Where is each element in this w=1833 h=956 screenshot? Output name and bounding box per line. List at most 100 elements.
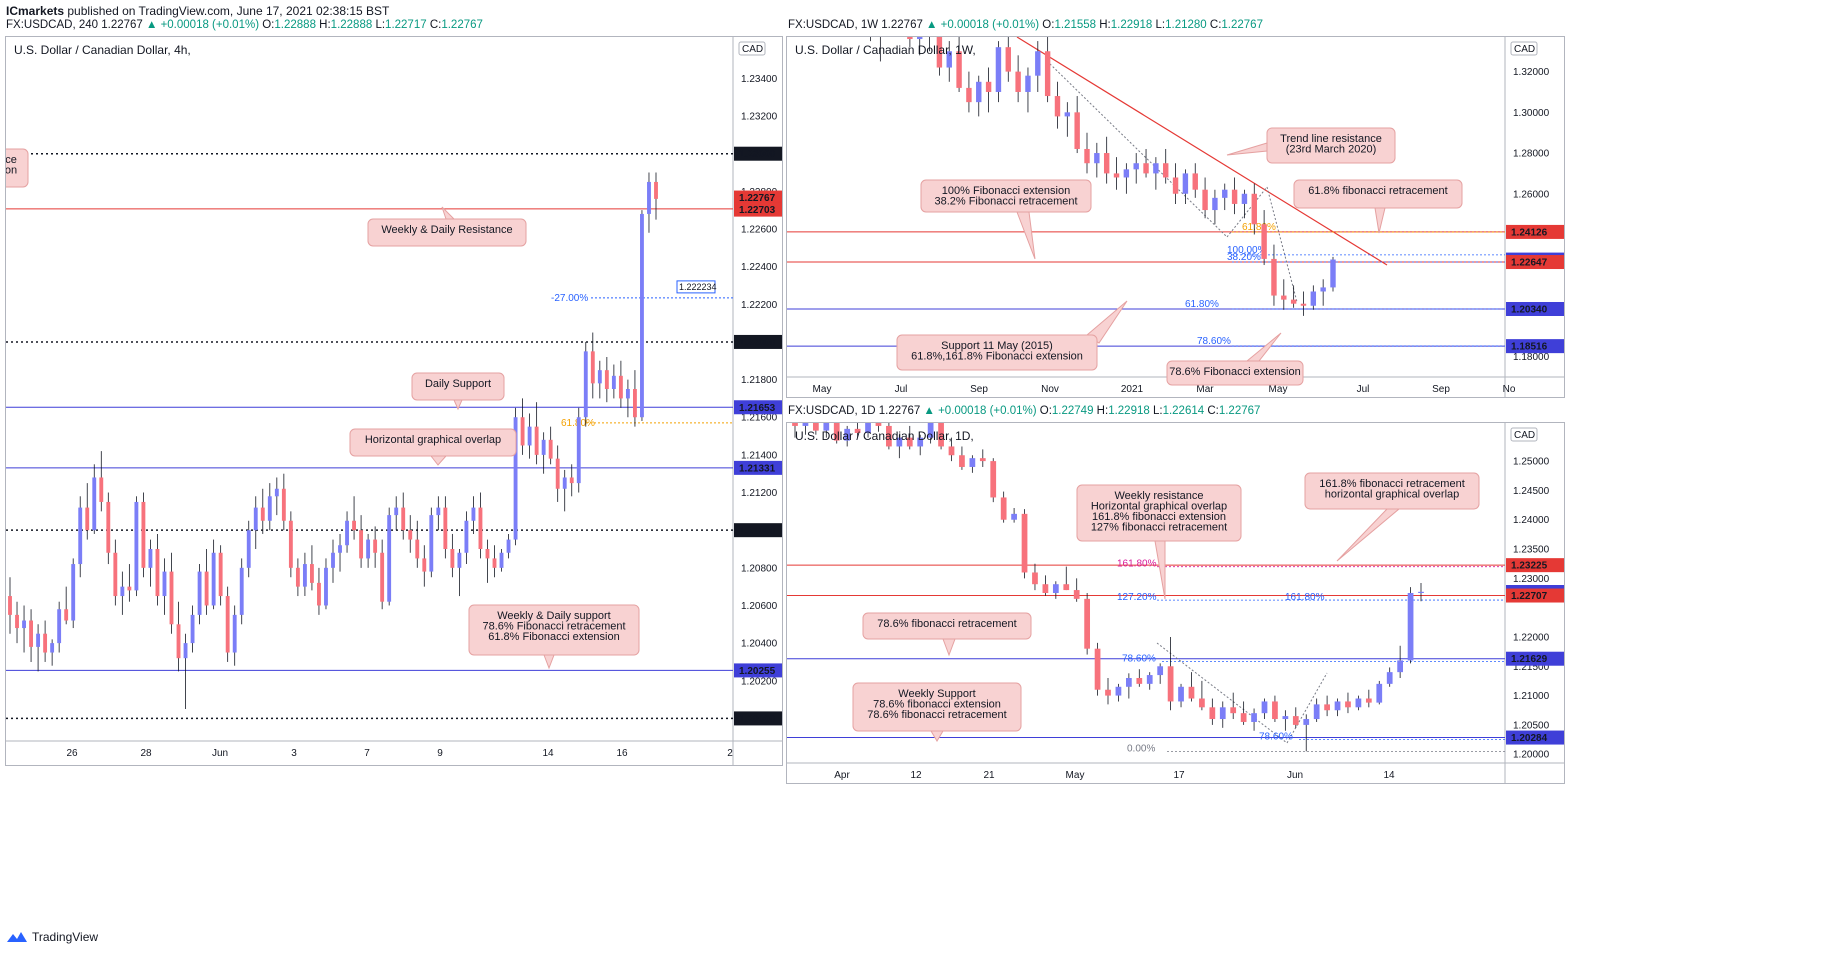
callout-text: 61.8% fibonacci retracement xyxy=(1308,185,1447,197)
candle-body xyxy=(478,507,483,549)
candle-body xyxy=(260,507,265,521)
chart-title-4h: U.S. Dollar / Canadian Dollar, 4h, xyxy=(14,43,191,57)
x-tick-label: Jul xyxy=(895,384,908,395)
candle-body xyxy=(1282,716,1289,720)
fib-helper-line xyxy=(1156,642,1288,744)
candle-body xyxy=(450,549,455,568)
callout-text: 38.2% Fibonacci retracement xyxy=(934,196,1077,208)
symbol-arrow: ▲ xyxy=(142,19,158,31)
symbol-symbol: FX:USDCAD, 240 xyxy=(6,19,99,31)
candle-body xyxy=(1202,189,1208,211)
price-label-blue: 1.20340 xyxy=(1506,302,1564,316)
fib-label: 78.60% xyxy=(1259,732,1293,743)
candle-body xyxy=(654,181,658,199)
tradingview-brand[interactable]: TradingView xyxy=(6,930,98,944)
candle-body xyxy=(844,428,851,441)
candle-body xyxy=(57,609,62,644)
candle-body xyxy=(1240,713,1247,722)
symbol-c-val: 1.22767 xyxy=(1218,405,1261,417)
candle-body xyxy=(854,428,861,433)
fib-label: 161.80% xyxy=(1285,592,1325,603)
price-label-box xyxy=(734,663,782,678)
candle-body xyxy=(833,423,840,441)
chart-svg-weekly[interactable]: 1.32000 1.30000 1.28000 1.26000 1.18000 CAD Ma… xyxy=(787,37,1564,397)
price-label-text: 1.23225 xyxy=(1511,561,1548,572)
callout-text: 161.8% fibonacci retracement xyxy=(1319,478,1465,490)
y-tick-label: 1.21500 xyxy=(1513,662,1550,673)
currency-badge-label: CAD xyxy=(742,44,763,55)
callout-box xyxy=(1266,127,1396,164)
candle-body xyxy=(802,423,809,426)
candle-body xyxy=(120,586,125,597)
x-tick-label: No xyxy=(1503,384,1516,395)
candle-body xyxy=(597,370,602,384)
candle-body xyxy=(155,549,160,597)
chart-svg-daily[interactable]: 1.25000 1.24500 1.24000 1.23500 1.23000 1.220… xyxy=(787,423,1564,783)
candle-body xyxy=(92,477,97,531)
candle-body xyxy=(443,507,448,549)
symbol-o-val: 1.22749 xyxy=(1051,405,1094,417)
candle-body xyxy=(541,439,546,455)
symbol-o-label: O: xyxy=(1036,405,1052,417)
x-tick-label: May xyxy=(813,384,832,395)
y-tick-label: 1.21200 xyxy=(741,488,778,499)
candle-body xyxy=(1136,678,1143,684)
candle-body xyxy=(113,552,118,597)
price-label-text: 1.21653 xyxy=(739,403,776,414)
price-label-box xyxy=(734,400,782,415)
x-tick-label: 9 xyxy=(437,748,443,759)
symbol-last: 1.22767 xyxy=(878,19,923,31)
x-tick-label: Mar xyxy=(1196,384,1214,395)
chart-panel-daily[interactable]: U.S. Dollar / Canadian Dollar, 1D, 1.250… xyxy=(786,422,1565,784)
currency-badge: CAD xyxy=(1510,427,1538,442)
candle-body xyxy=(169,571,174,625)
callout-pointer xyxy=(429,455,448,466)
publish-line: ICmarkets published on TradingView.com, … xyxy=(6,4,389,18)
callout-text: 61.8%,161.8% Fibonacci extension xyxy=(911,351,1083,363)
chart-panel-weekly[interactable]: U.S. Dollar / Canadian Dollar, 1W, 1.320… xyxy=(786,36,1565,398)
symbol-change: +0.00018 (+0.01%) xyxy=(937,19,1040,31)
chart-panel-4h[interactable]: U.S. Dollar / Canadian Dollar, 4h, 1.234… xyxy=(5,36,783,766)
callout-text: on xyxy=(6,165,17,177)
candle-body xyxy=(295,567,300,587)
price-label-box xyxy=(734,202,782,217)
candle-body xyxy=(8,596,12,615)
candle-body xyxy=(197,571,202,615)
x-tick-label: 3 xyxy=(291,748,297,759)
callout-text: ce xyxy=(6,154,17,166)
price-label-box xyxy=(1506,255,1564,270)
symbol-arrow: ▲ xyxy=(922,19,938,31)
candle-body xyxy=(429,515,434,572)
tradingview-logo-icon xyxy=(7,932,27,942)
candle-body xyxy=(969,458,976,467)
candle-body xyxy=(253,507,258,531)
callout-box xyxy=(1304,472,1480,510)
candle-body xyxy=(457,552,462,568)
fib-helper-line xyxy=(1046,60,1228,238)
measure-callout-text: 1.222234 xyxy=(679,282,717,292)
candle-body xyxy=(534,426,539,455)
candle-body xyxy=(1290,299,1297,304)
candle-body xyxy=(436,507,441,516)
price-label-text: 1.18516 xyxy=(1511,342,1548,353)
candle-body xyxy=(1281,295,1287,300)
candle-body xyxy=(1153,163,1159,174)
candle-body xyxy=(1115,686,1122,696)
x-tick-label: 28 xyxy=(140,748,152,759)
y-tick-label: 1.22200 xyxy=(741,300,778,311)
fib-label: 100.00% xyxy=(1227,245,1267,256)
callout-pointer xyxy=(1226,142,1268,156)
fib-label: 38.20% xyxy=(1227,252,1261,263)
fib-label: 161.80% xyxy=(1117,559,1157,570)
candle-body xyxy=(1345,701,1351,708)
candle-body xyxy=(288,520,293,568)
symbol-o-val: 1.21558 xyxy=(1054,19,1097,31)
chart-svg-4h[interactable]: 1.234001.232001.228001.226001.224001.222… xyxy=(6,37,782,765)
candle-body xyxy=(562,477,567,489)
callout-box xyxy=(349,428,517,457)
trendline-resistance xyxy=(1016,37,1388,266)
fib-label: 78.60% xyxy=(1122,654,1156,665)
candle-body xyxy=(1199,698,1205,708)
